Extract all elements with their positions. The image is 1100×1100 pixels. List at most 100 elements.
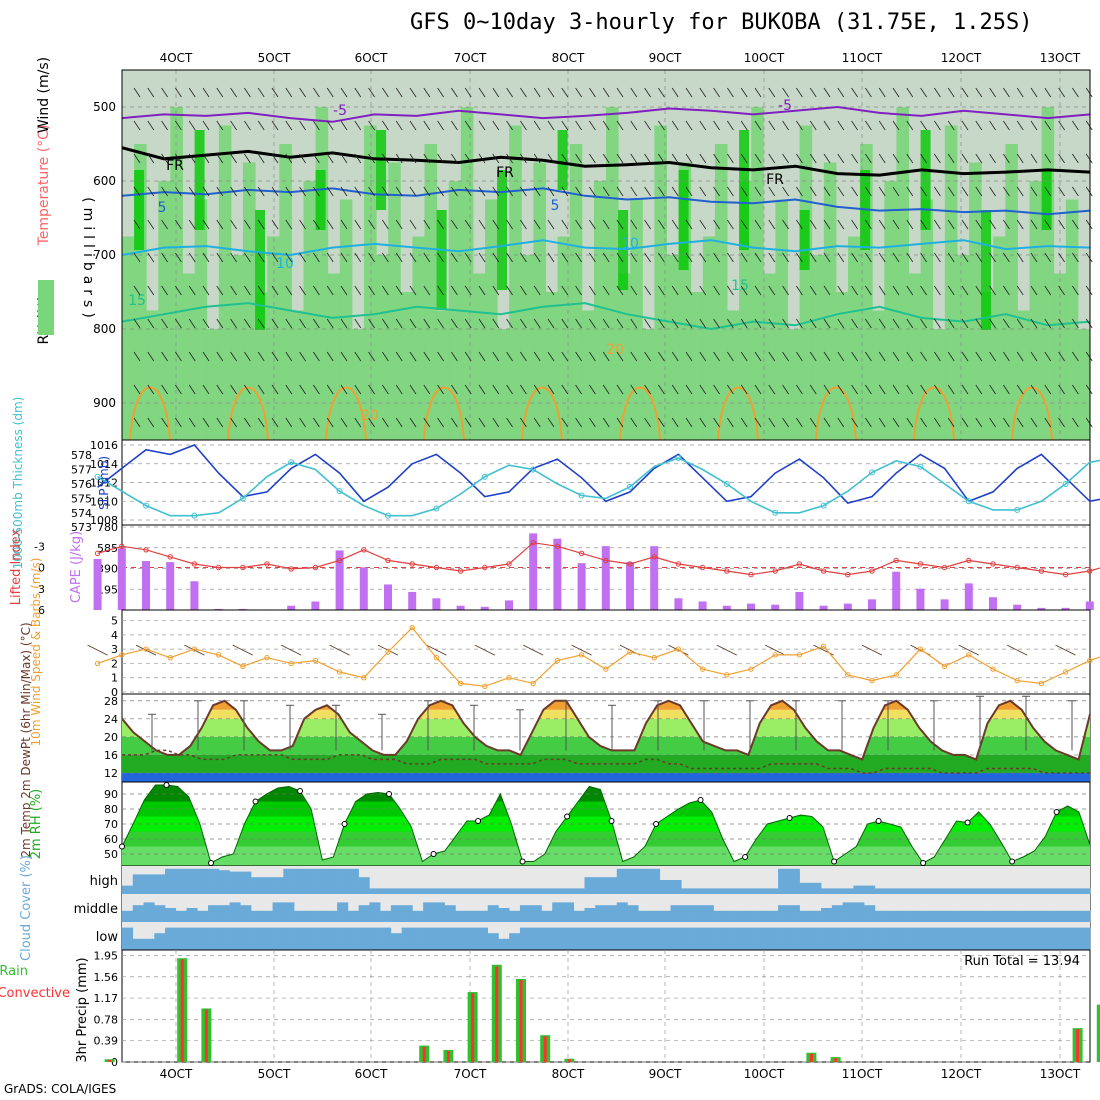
cloud-cell <box>917 910 929 922</box>
precip-total-bar <box>1096 1004 1100 1062</box>
cloud-cell <box>907 888 919 894</box>
rh-shading-high <box>799 210 810 270</box>
cloud-cell <box>702 905 714 922</box>
cloud-cell <box>928 910 940 922</box>
wind-barb <box>395 318 403 329</box>
cloud-cell <box>982 888 994 894</box>
cloud-cell <box>907 910 919 922</box>
rh-shading <box>727 310 740 440</box>
slp-axis-label: SLP (mb) <box>97 456 111 510</box>
wind-barb <box>423 153 431 164</box>
cloud-cell <box>347 927 359 950</box>
wind-barb <box>409 318 417 329</box>
precip-convective-bar <box>809 1053 813 1062</box>
wind-barb <box>947 252 955 263</box>
wind-barb <box>934 120 941 131</box>
wind-barb <box>202 153 210 164</box>
cloud-cell <box>423 888 435 894</box>
wind-speed-point <box>1062 669 1069 675</box>
rh-point <box>831 858 838 865</box>
precip-convective-bar <box>1076 1029 1080 1062</box>
wind-barb <box>188 351 196 362</box>
cloud-cell <box>821 927 833 950</box>
cloud-cell <box>756 888 768 894</box>
cloud-cell <box>326 868 338 894</box>
cloud-cell <box>692 927 704 950</box>
wind-barb <box>1044 219 1052 230</box>
wind-barb <box>533 153 541 164</box>
wind-barb <box>533 186 541 197</box>
cape-axis-label: CAPE (J/kg) <box>69 531 84 603</box>
wind-barb <box>492 252 500 263</box>
wind-barb <box>257 252 265 263</box>
wind-barb <box>1003 87 1010 98</box>
rh-shading <box>1053 273 1067 440</box>
wind-barb <box>616 153 624 164</box>
wind-speed-point <box>627 649 633 655</box>
wind-barb <box>299 417 306 428</box>
isotherm-20 <box>913 386 955 441</box>
cloud-cell <box>315 927 327 950</box>
wind-barb <box>133 417 141 428</box>
cloud-cell <box>842 888 854 894</box>
cape-bar <box>650 546 659 610</box>
wind-barb <box>658 186 665 197</box>
wind-barb <box>782 318 789 329</box>
wind-barb <box>561 186 569 197</box>
wind-barb <box>699 153 707 164</box>
wind-barb <box>865 384 872 395</box>
wind-speed-point <box>361 675 367 681</box>
cloud-cell <box>670 927 682 950</box>
footer-credit: GrADS: COLA/IGES <box>4 1082 117 1096</box>
wind-barb <box>257 318 265 329</box>
wind-barb <box>299 285 306 296</box>
wind-barb <box>989 351 996 362</box>
wind-barb <box>1055 644 1076 656</box>
thickness-point <box>820 502 827 509</box>
rh-shading-high <box>739 130 750 250</box>
wind-barb <box>285 351 293 362</box>
cloud-cell <box>874 927 886 950</box>
wind-barb <box>492 318 500 329</box>
wind-barb <box>809 417 817 428</box>
cloud-cell <box>896 888 908 894</box>
wind-barb <box>589 120 596 131</box>
cloud-cell <box>455 927 467 950</box>
isotherm-20 <box>325 386 367 441</box>
wind-barb <box>561 153 569 164</box>
precip-tick-label: 1.56 <box>94 971 119 984</box>
rh-tick-label: 50 <box>104 848 118 861</box>
wind-barb <box>395 417 403 428</box>
wind-barb <box>437 417 444 428</box>
cloud-cell <box>1079 888 1091 894</box>
rh-point <box>386 791 393 797</box>
wind-barb <box>920 120 927 131</box>
wind-barb <box>175 417 182 428</box>
cape-bar <box>698 601 707 610</box>
cloud-cell <box>132 938 144 950</box>
isotherm-15 <box>121 302 1091 331</box>
wind-barb <box>837 252 845 263</box>
wind-barb <box>188 285 196 296</box>
wind-barb <box>630 417 638 428</box>
wind-barb <box>575 318 582 329</box>
wind-barb <box>768 186 776 197</box>
wind-barb <box>740 252 748 263</box>
cloud-cell <box>692 888 704 894</box>
cloud-cell <box>401 888 413 894</box>
wind-barb <box>809 186 817 197</box>
wind-speed-point <box>482 683 488 689</box>
wind-barb <box>133 219 141 230</box>
rh-shading <box>1005 144 1018 440</box>
wind-barb <box>837 120 845 131</box>
cloud-cell <box>584 908 596 922</box>
cloud-cell <box>1003 888 1016 894</box>
wind-barb <box>451 351 458 362</box>
wind-barb <box>837 285 845 296</box>
wind-barb <box>451 318 458 329</box>
cloud-cell <box>509 888 521 894</box>
wind-barb <box>271 285 279 296</box>
wind-barb <box>865 252 872 263</box>
wind-barb <box>451 285 458 296</box>
wind-barb <box>437 87 444 98</box>
